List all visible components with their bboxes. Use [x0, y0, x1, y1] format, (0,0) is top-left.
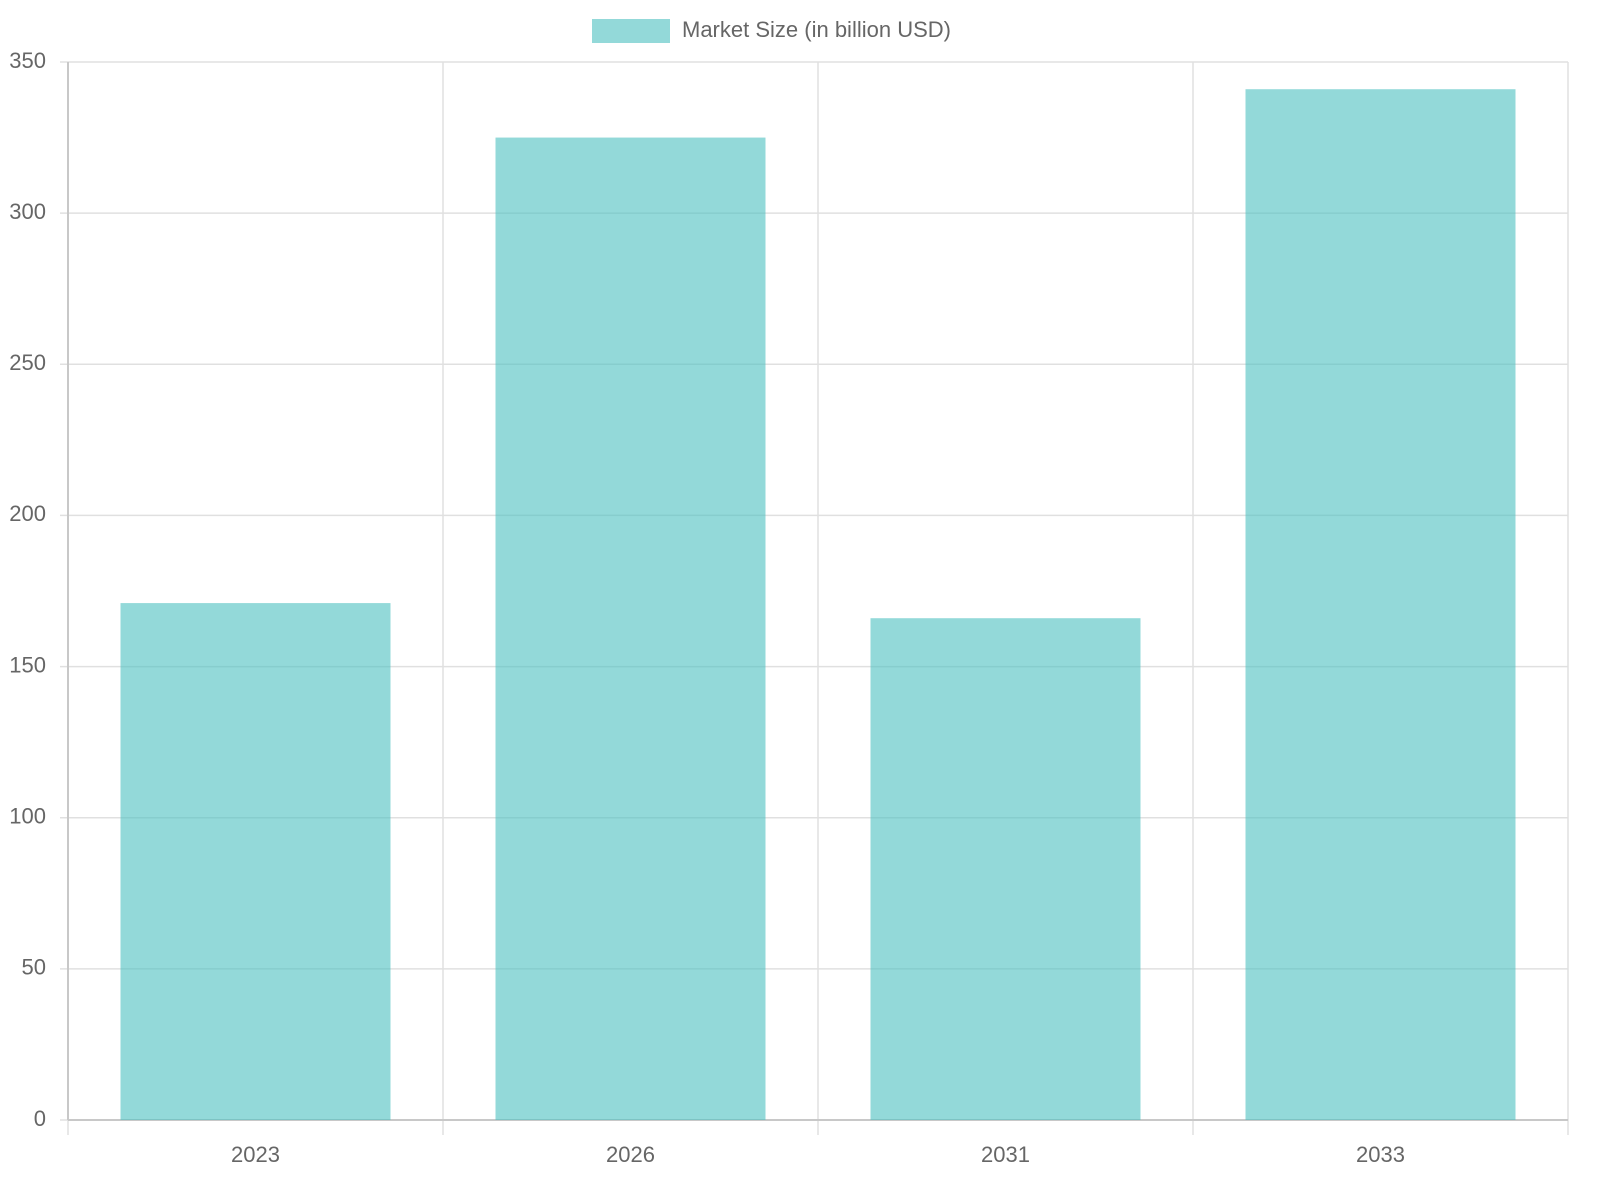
y-tick-label: 200 [9, 501, 46, 526]
y-tick-label: 250 [9, 350, 46, 375]
bar [870, 618, 1141, 1120]
y-tick-label: 50 [22, 955, 46, 980]
x-tick-label: 2031 [981, 1142, 1030, 1167]
bar [120, 603, 391, 1120]
y-tick-label: 150 [9, 652, 46, 677]
y-tick-label: 100 [9, 804, 46, 829]
y-tick-label: 350 [9, 48, 46, 73]
x-tick-label: 2026 [606, 1142, 655, 1167]
bar [495, 137, 766, 1121]
y-tick-label: 0 [34, 1106, 46, 1131]
y-tick-label: 300 [9, 199, 46, 224]
x-tick-label: 2033 [1356, 1142, 1405, 1167]
legend-label[interactable]: Market Size (in billion USD) [682, 17, 951, 42]
x-tick-label: 2023 [231, 1142, 280, 1167]
bar [1245, 89, 1516, 1121]
legend-swatch[interactable] [592, 19, 670, 43]
